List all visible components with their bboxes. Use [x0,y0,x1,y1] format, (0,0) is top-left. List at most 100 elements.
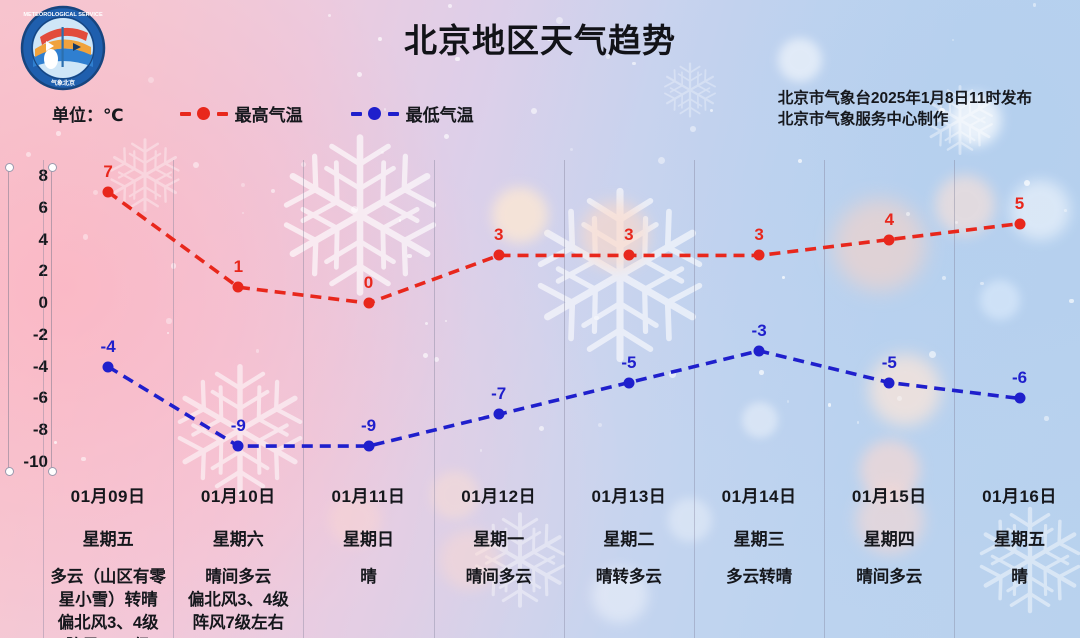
low-temp-line [107,348,1020,448]
unit-label: 单位：℃ [52,105,124,125]
high-temp-point [102,186,114,198]
forecast-date: 01月14日 [721,487,797,506]
forecast-weekday: 星期六 [212,530,264,549]
forecast-weekday: 星期四 [863,530,915,549]
snow-particle [443,133,449,139]
forecast-description-line: 晴 [360,568,377,586]
legend-dash-right [216,112,228,116]
page-title: 北京地区天气趋势 [404,22,676,59]
forecast-day-column: 01月15日 星期四晴间多云 [824,470,954,638]
y-axis-tick-label: 2 [38,261,48,281]
legend-dash-left [350,112,362,116]
y-axis-tick-label: -2 [32,324,48,344]
low-temp-value-label: -4 [100,336,116,356]
y-axis-tick-label: 0 [38,293,48,313]
snow-particle [56,131,61,136]
forecast-description-line: 多云转晴 [726,568,793,586]
low-temp-point [363,440,374,452]
low-temp-point [102,361,114,373]
beijing-meteorological-service-logo: METEOROLOGICAL SERVICE 气象北京 [20,5,106,91]
forecast-weekday: 星期五 [82,530,134,549]
forecast-description: 晴转多云 [564,566,694,589]
temperature-chart: 8 6 4 2 0 -2 -4 -6 -8 -10 7 1 0 3 3 3 4 5 -4 -9 -9 -7 -5 -3 -5 -… [0,160,1080,476]
high-temp-point [623,249,635,261]
forecast-description-line: 多云（山区有零 [50,568,166,586]
low-temp-point [623,377,635,389]
forecast-weekday: 星期五 [993,530,1045,549]
high-temp-point [232,281,244,293]
high-temp-value-label: 3 [493,225,504,245]
forecast-day-column: 01月16日 星期五晴 [954,470,1080,638]
svg-text:METEOROLOGICAL SERVICE: METEOROLOGICAL SERVICE [23,12,103,18]
low-temp-point [232,440,244,452]
snowflake-icon [660,60,720,125]
forecast-column-divider [563,470,565,638]
forecast-description: 晴 [954,566,1080,589]
low-temp-value-label: -9 [360,416,377,436]
publisher-line-2: 北京市气象服务中心制作 [777,111,949,128]
forecast-column-divider [824,470,826,638]
axis-handle [5,163,14,172]
forecast-date: 01月10日 [200,487,276,506]
snow-particle [447,3,453,9]
high-temp-point [753,249,765,261]
chart-gridline [954,160,956,470]
forecast-date: 01月12日 [461,487,537,506]
low-temp-point [883,377,895,389]
y-axis-tick-label: -6 [32,388,48,408]
forecast-column-divider [954,470,956,638]
y-axis: 8 6 4 2 0 -2 -4 -6 -8 -10 [0,160,62,476]
snow-particle [26,152,31,157]
high-temp-value-label: 3 [754,225,764,245]
forecast-day-column: 01月11日 星期日晴 [303,470,433,638]
high-temp-point [883,234,895,246]
chart-gridline [303,160,305,470]
legend-item-low: 最低气温 [350,101,474,126]
chart-gridline [43,160,44,470]
forecast-description-line: 晴间多云 [856,568,923,586]
forecast-description-line: 晴间多云 [205,568,272,586]
legend-marker-high-icon [179,106,228,120]
forecast-day-column: 01月13日 星期二 晴转多云 [564,470,694,638]
legend-dot [367,107,381,120]
snow-particle [710,109,714,113]
forecast-column-divider [173,470,175,638]
high-temp-value-label: 4 [884,209,895,229]
snow-particle [632,61,636,66]
forecast-weekday: 星期三 [733,530,785,549]
forecast-description-line: 阵风7级左右 [192,614,285,632]
high-temp-value-label: 7 [103,161,113,181]
daily-forecast-table: 01月09日星期五多云（山区有零星小雪）转晴偏北风3、4级阵风7、8级01月10… [0,470,1080,638]
y-axis-tick-label: 4 [38,229,48,249]
snow-particle [380,150,385,155]
forecast-day-column: 01月14日 星期三多云转晴 [694,470,824,638]
low-temp-value-label: -3 [751,320,767,340]
forecast-date: 01月13日 [591,487,667,506]
high-temp-point [1014,218,1025,230]
legend-dot [196,107,210,120]
forecast-description-line: 偏北风3、4级 [187,591,289,609]
low-temp-value-label: -7 [491,384,507,404]
chart-gridline [563,160,565,470]
forecast-date: 01月15日 [851,487,927,506]
snow-particle [690,125,697,132]
high-temp-value-label: 5 [1014,193,1025,213]
y-axis-tick-label: 6 [38,197,48,217]
snow-particle [531,108,538,114]
legend-label-high: 最高气温 [234,105,303,125]
y-axis-tick-label: -8 [32,420,48,440]
forecast-description: 多云转晴 [694,566,824,589]
forecast-day-column: 01月12日 星期一 晴间多云 [434,470,564,638]
y-axis-border-line [8,166,9,474]
axis-handle [48,163,57,172]
y-axis-tick-label: -4 [32,356,48,376]
axis-handle [5,467,14,476]
snow-particle [1032,3,1037,7]
forecast-column-divider [433,470,435,638]
forecast-description-line: 偏北风3、4级 [57,614,159,632]
forecast-description: 晴间多云 [824,566,954,589]
chart-gridline [173,160,175,470]
forecast-column-divider [694,470,695,638]
